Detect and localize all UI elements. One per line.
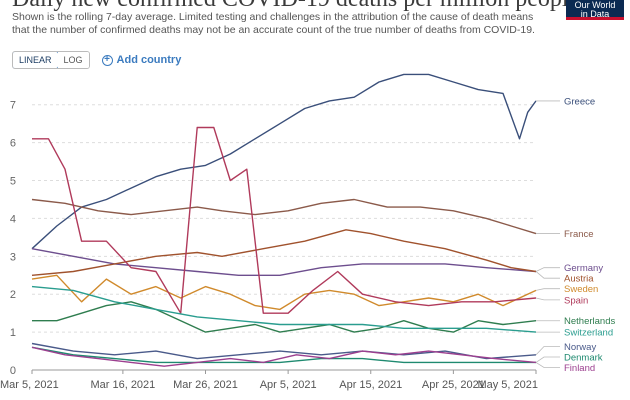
add-country-label: Add country — [116, 54, 182, 66]
x-tick-label: Mar 26, 2021 — [173, 379, 238, 391]
label-connector — [535, 271, 560, 279]
y-tick-label: 2 — [10, 289, 16, 301]
series-line-greece[interactable] — [31, 73, 537, 250]
series-label-france[interactable]: France — [564, 229, 594, 240]
y-tick-label: 0 — [10, 365, 16, 377]
label-connector — [535, 356, 560, 363]
x-tick-label: Mar 5, 2021 — [0, 379, 59, 391]
series-lines — [31, 73, 537, 367]
series-label-spain[interactable]: Spain — [564, 295, 588, 306]
chart-controls: LINEAR LOG + Add country — [12, 51, 181, 69]
series-label-greece[interactable]: Greece — [564, 96, 595, 107]
series-label-denmark[interactable]: Denmark — [564, 353, 603, 364]
y-tick-label: 6 — [10, 138, 16, 150]
series-line-netherlands[interactable] — [32, 301, 537, 333]
series-line-sweden[interactable] — [31, 274, 537, 311]
series-line-switzerland[interactable] — [31, 285, 537, 333]
label-connector — [535, 297, 560, 301]
series-line-spain[interactable] — [32, 126, 537, 314]
x-tick-label: Apr 5, 2021 — [260, 379, 317, 391]
series-label-austria[interactable]: Austria — [564, 274, 594, 285]
logo-line-1: Our World — [574, 0, 616, 10]
label-connector — [535, 288, 560, 291]
add-country-button[interactable]: + Add country — [101, 54, 182, 66]
log-scale-button[interactable]: LOG — [57, 52, 89, 68]
series-line-austria[interactable] — [31, 229, 537, 276]
series-line-norway[interactable] — [31, 342, 537, 360]
plus-icon: + — [101, 54, 113, 66]
chart-subtitle: Shown is the rolling 7-day average. Limi… — [12, 11, 535, 36]
label-connector — [535, 267, 560, 272]
series-label-germany[interactable]: Germany — [564, 263, 603, 274]
y-tick-label: 4 — [10, 213, 16, 225]
series-label-netherlands[interactable]: Netherlands — [564, 316, 615, 327]
x-tick-label: May 5, 2021 — [477, 379, 538, 391]
series-line-france[interactable] — [31, 198, 537, 235]
series-label-norway[interactable]: Norway — [564, 342, 596, 353]
scale-toggle: LINEAR LOG — [12, 51, 90, 69]
label-connector — [535, 346, 560, 356]
series-label-finland[interactable]: Finland — [564, 363, 595, 374]
series-line-finland[interactable] — [31, 346, 537, 367]
y-tick-label: 1 — [10, 327, 16, 339]
x-tick-label: Apr 15, 2021 — [339, 379, 402, 391]
y-axis: 0 1 2 3 4 5 6 7 — [10, 100, 16, 377]
series-label-sweden[interactable]: Sweden — [564, 284, 598, 295]
y-tick-label: 3 — [10, 251, 16, 263]
label-connector — [535, 362, 560, 368]
x-tick-label: Apr 25, 2021 — [422, 379, 485, 391]
series-label-switzerland[interactable]: Switzerland — [564, 328, 613, 339]
y-tick-label: 7 — [10, 100, 16, 112]
owid-logo[interactable]: Our World in Data — [566, 0, 624, 20]
chart-title: Daily new confirmed COVID-19 deaths per … — [12, 0, 579, 13]
x-axis: Mar 5, 2021 Mar 16, 2021 Mar 26, 2021 Apr 5… — [0, 370, 538, 391]
x-tick-label: Mar 16, 2021 — [90, 379, 155, 391]
gridlines — [32, 104, 536, 371]
logo-line-2: in Data — [580, 9, 610, 19]
y-tick-label: 5 — [10, 176, 16, 188]
series-line-denmark[interactable] — [31, 346, 536, 364]
